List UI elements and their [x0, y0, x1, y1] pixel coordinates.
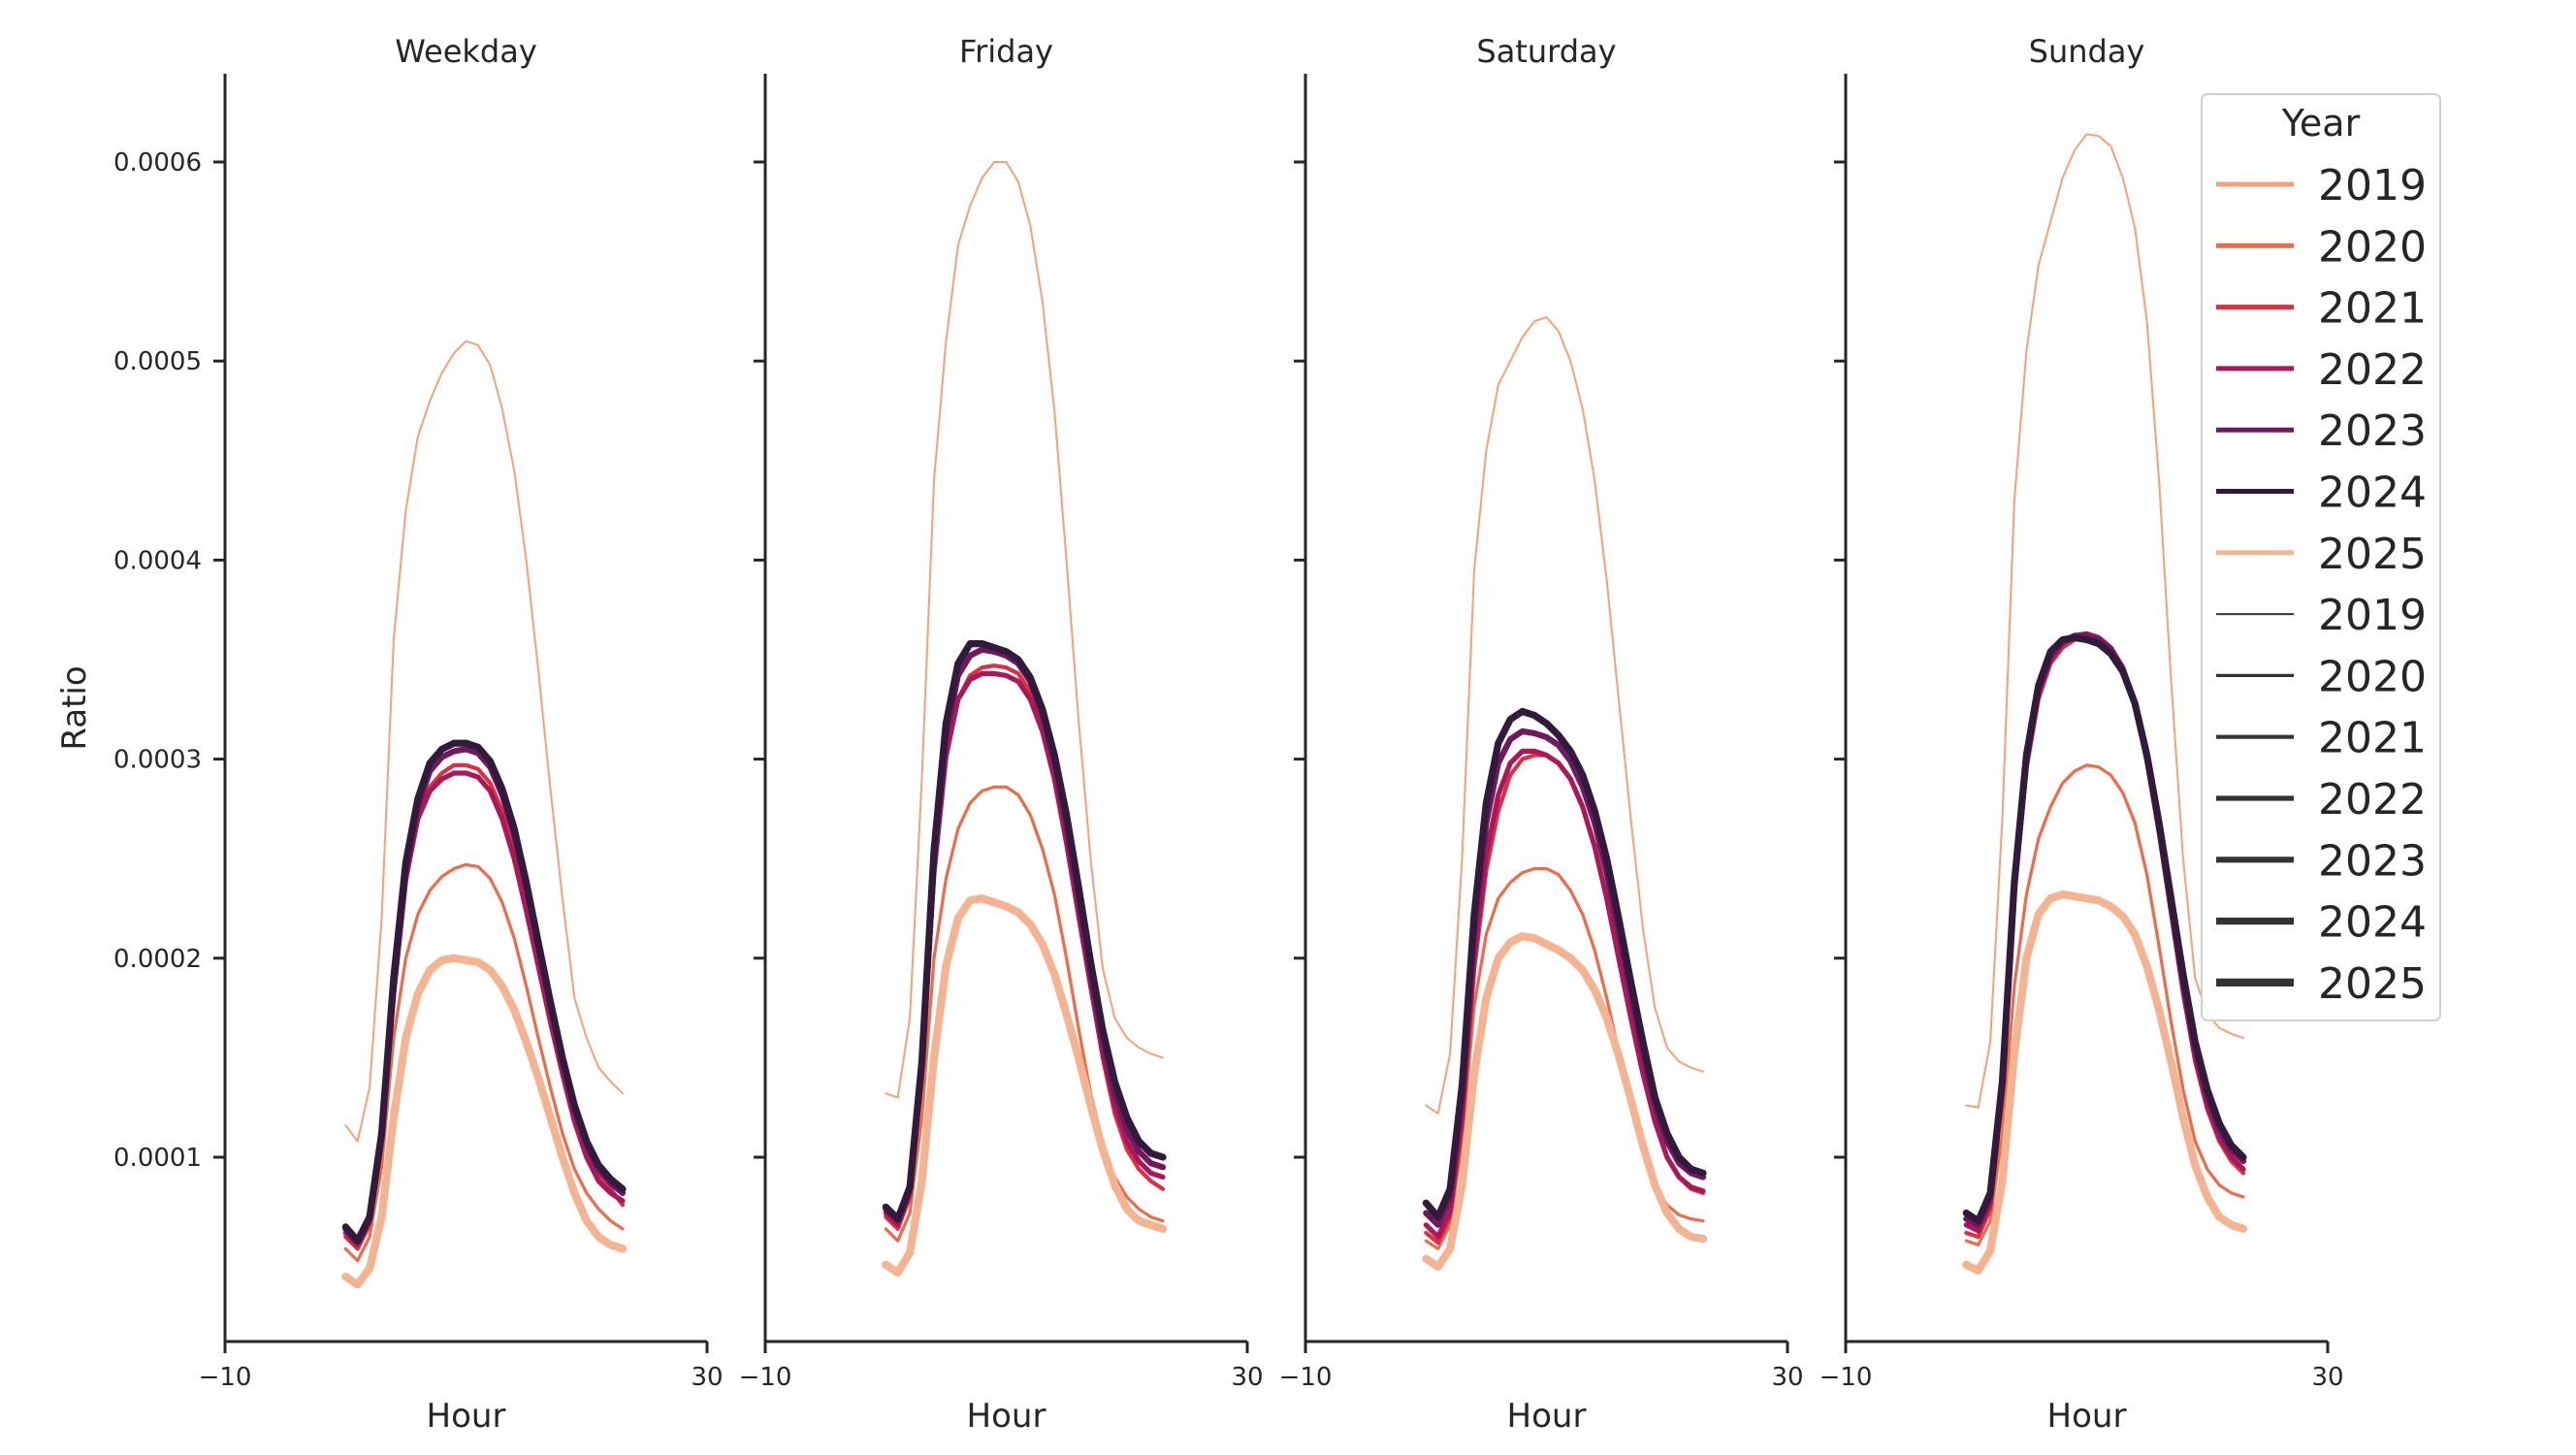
series-line-2025	[882, 894, 1168, 1277]
legend-label: 2025	[2318, 530, 2427, 579]
x-tick-label: −10	[1279, 1363, 1333, 1392]
y-tick-label: 0.0002	[113, 945, 202, 974]
legend-label: 2022	[2318, 345, 2427, 395]
legend-label: 2019	[2318, 591, 2427, 640]
panel-sunday: Sunday −10 30 Hour	[1819, 33, 2344, 1436]
legend-frame	[2201, 93, 2441, 1021]
series-line-2024	[1422, 707, 1707, 1221]
y-tick-label: 0.0001	[113, 1144, 202, 1173]
panel-friday: Friday −10 30 Hour	[739, 33, 1264, 1436]
series-line-2020	[1964, 763, 2245, 1246]
legend-label: 2024	[2318, 898, 2427, 948]
legend-label: 2020	[2318, 652, 2427, 701]
series-line-2019	[1425, 316, 1704, 1115]
legend-label: 2025	[2318, 959, 2427, 1009]
legend-label: 2021	[2318, 284, 2427, 334]
panel-saturday: Saturday −10 30 Hour	[1279, 33, 1804, 1436]
x-axis-label: Hour	[967, 1397, 1046, 1436]
series-line-2025	[341, 954, 628, 1289]
panel-title: Saturday	[1476, 33, 1616, 70]
series-line-2020	[343, 862, 625, 1263]
x-tick-label: −10	[199, 1363, 252, 1392]
x-tick-label: 30	[691, 1363, 723, 1392]
series-line-2025	[1422, 932, 1708, 1272]
y-axis-label: Ratio	[55, 665, 94, 750]
series-line-2024	[341, 739, 627, 1245]
y-tick-label: 0.0003	[113, 746, 202, 775]
y-tick-label: 0.0004	[113, 546, 202, 575]
legend: Year 2019 2020 2021 2022 2023 2024 2025 2019 2020…	[2201, 93, 2441, 1021]
x-tick-label: 30	[1231, 1363, 1263, 1392]
legend-label: 2021	[2318, 714, 2427, 763]
legend-label: 2023	[2318, 836, 2427, 886]
x-axis-label: Hour	[427, 1397, 506, 1436]
series-line-2019	[1965, 133, 2244, 1109]
legend-label: 2024	[2318, 469, 2427, 518]
y-tick-label: 0.0005	[113, 347, 202, 376]
panel-title: Weekday	[395, 33, 537, 70]
series-line-2019	[885, 161, 1164, 1099]
x-tick-label: −10	[739, 1363, 792, 1392]
x-tick-label: −10	[1819, 1363, 1873, 1392]
x-axis-label: Hour	[2047, 1397, 2127, 1436]
y-tick-label: 0.0006	[113, 148, 202, 178]
legend-label: 2022	[2318, 775, 2427, 824]
legend-title: Year	[2281, 102, 2361, 145]
series-line-2019	[344, 340, 624, 1143]
x-tick-label: 30	[1771, 1363, 1803, 1392]
panel-weekday: Weekday 0.0001 0.0002 0.0003 0.0004 0.0005 0.0…	[113, 33, 724, 1436]
legend-label: 2023	[2318, 406, 2427, 456]
x-axis-label: Hour	[1507, 1397, 1587, 1436]
series-line-2024	[882, 639, 1167, 1223]
series-line-2025	[1962, 889, 2248, 1276]
legend-label: 2019	[2318, 161, 2427, 210]
legend-label: 2020	[2318, 222, 2427, 272]
panel-title: Sunday	[2029, 33, 2145, 70]
x-tick-label: 30	[2311, 1363, 2343, 1392]
panel-title: Friday	[959, 33, 1053, 70]
series-line-2024	[1962, 633, 2247, 1225]
